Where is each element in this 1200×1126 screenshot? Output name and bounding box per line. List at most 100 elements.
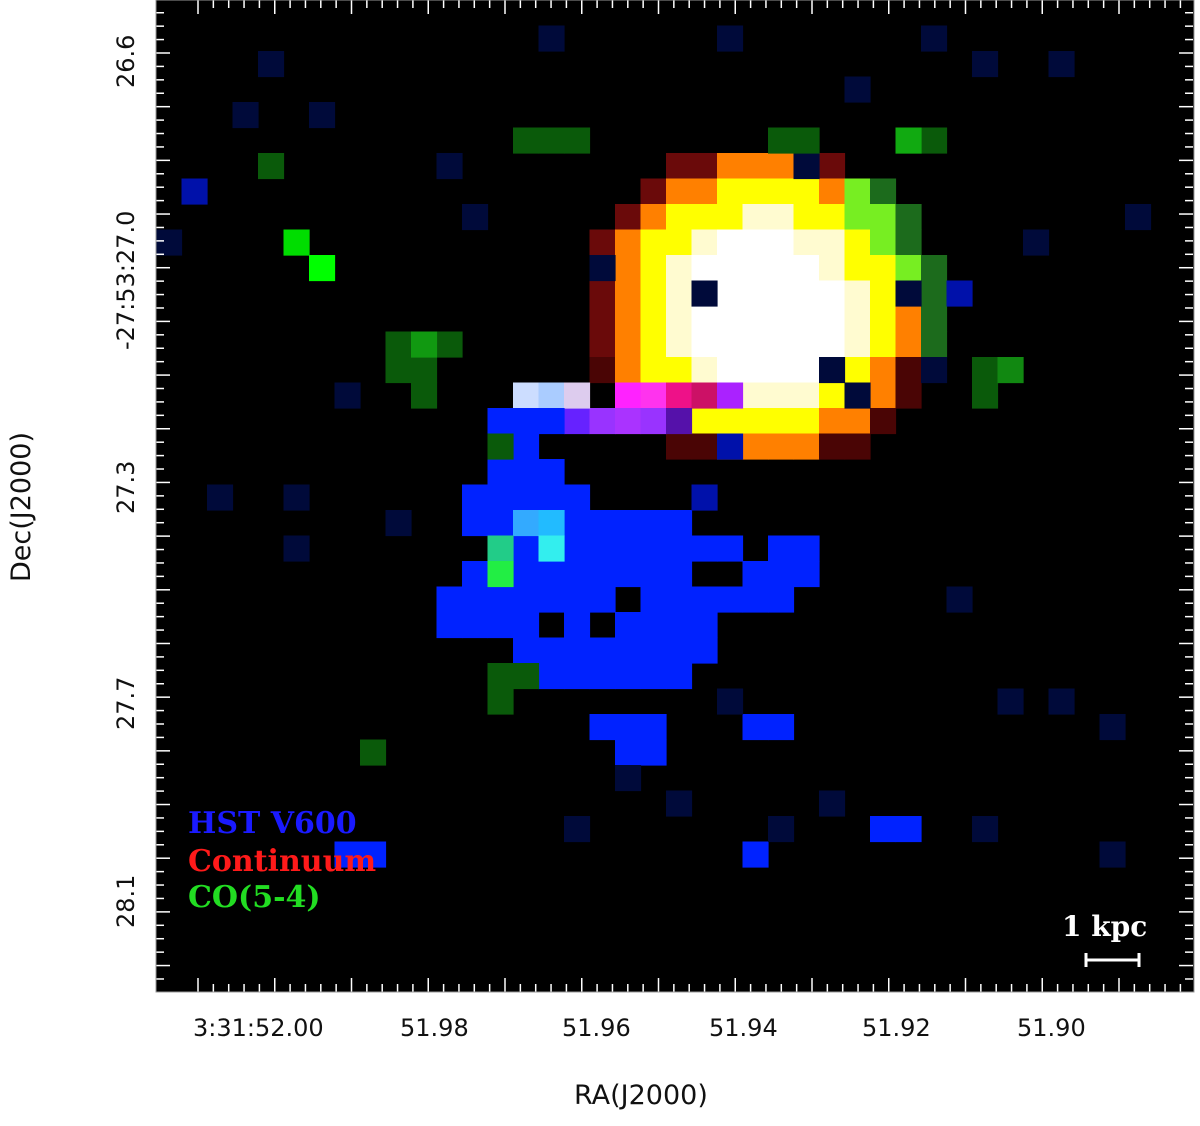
pixel — [640, 204, 667, 231]
pixel — [615, 280, 642, 307]
pixel — [487, 688, 514, 715]
pixel — [819, 178, 846, 205]
pixel — [768, 535, 795, 562]
legend-hst: HST V600 — [188, 806, 357, 841]
pixel — [615, 535, 642, 562]
pixel — [538, 382, 565, 409]
ytick-label: 27.7 — [112, 676, 140, 730]
pixel — [258, 51, 285, 78]
pixel — [972, 382, 999, 409]
scalebar-label: 1 kpc — [1062, 910, 1148, 943]
pixel — [589, 357, 616, 384]
pixel — [742, 586, 769, 613]
pixel — [640, 535, 667, 562]
ytick-label: 28.1 — [112, 874, 140, 928]
pixel — [691, 306, 718, 333]
pixel — [538, 663, 565, 690]
pixel-layer — [156, 25, 1152, 868]
pixel — [487, 561, 514, 588]
pixel — [615, 229, 642, 256]
pixel — [768, 306, 795, 333]
pixel — [538, 535, 565, 562]
pixel — [844, 331, 871, 358]
pixel — [691, 178, 718, 205]
pixel — [921, 280, 948, 307]
pixel — [564, 612, 591, 639]
pixel — [768, 586, 795, 613]
pixel — [513, 484, 540, 511]
pixel — [258, 153, 285, 180]
pixel — [589, 255, 616, 282]
pixel — [768, 433, 795, 460]
pixel — [819, 357, 846, 384]
pixel — [538, 484, 565, 511]
pixel — [742, 306, 769, 333]
pixel — [640, 382, 667, 409]
pixel — [742, 357, 769, 384]
pixel — [717, 306, 744, 333]
pixel — [819, 382, 846, 409]
pixel — [666, 178, 693, 205]
pixel — [717, 229, 744, 256]
pixel — [793, 561, 820, 588]
pixel — [870, 408, 897, 435]
pixel — [793, 331, 820, 358]
pixel — [666, 637, 693, 664]
pixel — [768, 714, 795, 741]
pixel — [819, 229, 846, 256]
pixel — [870, 331, 897, 358]
pixel — [717, 255, 744, 282]
pixel — [819, 331, 846, 358]
pixel — [870, 816, 897, 843]
xtick-label: 51.98 — [400, 1014, 469, 1042]
pixel — [564, 510, 591, 537]
pixel — [717, 688, 744, 715]
pixel — [742, 204, 769, 231]
pixel — [640, 739, 667, 766]
pixel — [538, 561, 565, 588]
pixel — [793, 255, 820, 282]
pixel — [666, 153, 693, 180]
pixel — [844, 382, 871, 409]
pixel — [921, 127, 948, 154]
pixel — [564, 637, 591, 664]
pixel — [513, 561, 540, 588]
pixel — [793, 280, 820, 307]
pixel — [997, 357, 1024, 384]
pixel — [1125, 204, 1152, 231]
pixel — [640, 280, 667, 307]
pixel — [309, 255, 336, 282]
pixel — [717, 204, 744, 231]
ytick-label: 27.3 — [112, 460, 140, 514]
pixel — [691, 382, 718, 409]
pixel — [793, 229, 820, 256]
pixel — [615, 357, 642, 384]
pixel — [895, 204, 922, 231]
pixel — [717, 433, 744, 460]
pixel — [895, 816, 922, 843]
pixel — [793, 408, 820, 435]
pixel — [691, 153, 718, 180]
pixel — [181, 178, 208, 205]
pixel — [768, 408, 795, 435]
pixel — [615, 382, 642, 409]
pixel — [666, 331, 693, 358]
pixel — [640, 306, 667, 333]
pixel — [844, 255, 871, 282]
pixel — [768, 153, 795, 180]
pixel — [742, 408, 769, 435]
pixel — [538, 127, 565, 154]
pixel — [844, 204, 871, 231]
pixel — [870, 204, 897, 231]
xtick-label: 3:31:52.00 — [193, 1014, 324, 1042]
ytick-label: 26.6 — [112, 34, 140, 88]
pixel — [768, 229, 795, 256]
pixel — [1099, 714, 1126, 741]
pixel — [615, 306, 642, 333]
pixel — [462, 204, 489, 231]
pixel — [717, 331, 744, 358]
pixel — [564, 484, 591, 511]
pixel — [615, 765, 642, 792]
pixel — [615, 714, 642, 741]
pixel — [589, 306, 616, 333]
